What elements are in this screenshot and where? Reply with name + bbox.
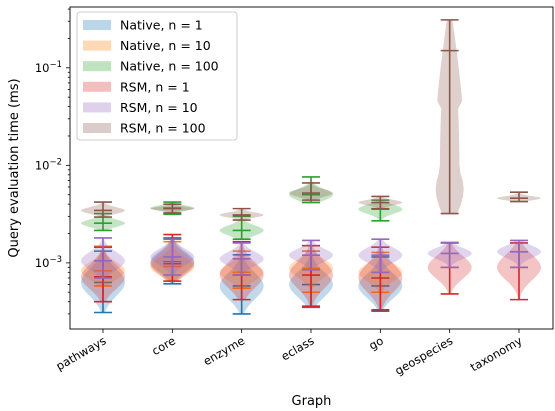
legend-label: Native, n = 10 (120, 38, 211, 53)
legend-swatch (83, 61, 111, 72)
x-tick-label: eclass (279, 333, 317, 363)
y-tick-label: 10−3 (35, 255, 62, 270)
legend-label: RSM, n = 10 (120, 100, 198, 115)
x-tick-label: geospecies (392, 333, 455, 377)
y-tick-label: 10−2 (35, 157, 62, 172)
series-4 (81, 237, 541, 279)
legend-swatch (83, 81, 111, 92)
x-tick-label: go (366, 333, 385, 352)
legend-box (76, 11, 238, 141)
legend-swatch (83, 123, 111, 133)
legend-label: RSM, n = 1 (120, 79, 190, 94)
legend-label: Native, n = 1 (120, 18, 203, 33)
plot-frame (69, 6, 554, 330)
x-axis: pathways core enzyme eclass go geospecies taxo… (54, 329, 525, 378)
legend: Native, n = 1 Native, n = 10 Native, n = 1… (76, 11, 238, 141)
x-tick-label: taxonomy (468, 333, 525, 374)
legend-label: Native, n = 100 (120, 59, 219, 74)
series-3 (81, 233, 541, 311)
x-tick-label: core (149, 333, 178, 358)
legend-label: RSM, n = 100 (120, 121, 206, 136)
x-tick-label: pathways (54, 333, 109, 373)
legend-swatch (83, 102, 111, 113)
violin-layer (81, 19, 541, 315)
y-axis-label: Query evaluation time (ms) (7, 78, 22, 257)
legend-swatch (83, 20, 111, 30)
legend-swatch (83, 40, 111, 51)
x-axis-label: Graph (292, 394, 332, 409)
y-tick-label: 10−1 (35, 60, 62, 75)
series-5 (81, 19, 541, 221)
y-axis: 10−3 10−2 10−1 (35, 8, 70, 315)
x-tick-label: enzyme (201, 333, 247, 368)
